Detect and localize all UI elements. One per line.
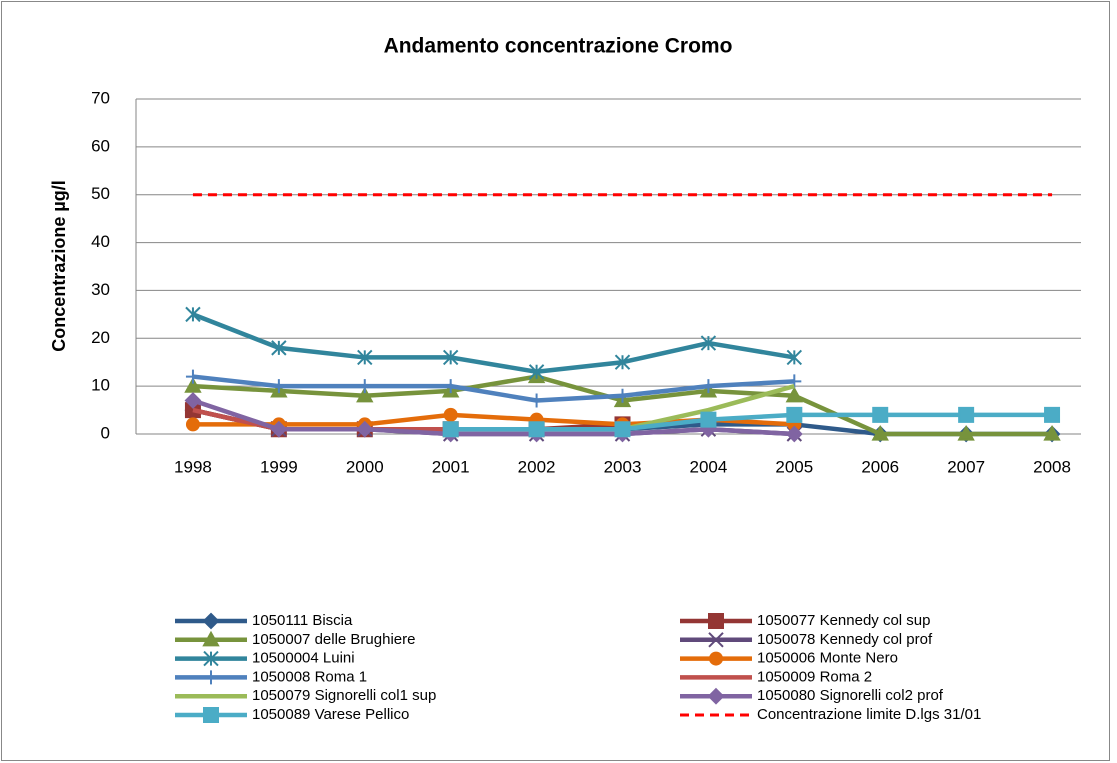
data-point [443,379,458,394]
data-point [442,421,459,438]
series-line [622,383,795,432]
legend-label: Concentrazione limite D.lgs 31/01 [757,706,981,723]
data-point [957,424,975,441]
legend-marker [203,707,219,723]
data-point [1043,424,1061,441]
x-tick-label: 2006 [861,457,899,476]
data-point [872,406,889,423]
data-point [271,340,287,356]
data-point [184,377,202,393]
legend-label: 1050077 Kennedy col sup [757,612,930,629]
data-point [442,349,459,366]
legend-label: 10500004 Luini [252,650,355,667]
legend-label: 1050078 Kennedy col prof [757,631,933,648]
data-point [700,411,717,428]
legend-label: 1050006 Monte Nero [757,650,898,667]
x-tick-label: 2004 [689,457,727,476]
legend-marker [709,651,723,666]
series-line [192,374,795,403]
legend-marker [708,613,724,629]
x-tick-label: 1999 [260,457,298,476]
data-point [528,364,545,380]
y-tick-label: 60 [91,136,110,155]
legend-label: 1050008 Roma 1 [252,668,367,685]
data-point [614,354,631,370]
series-line [192,398,795,437]
y-tick-label: 0 [101,423,110,442]
data-point [787,374,802,389]
x-tick-label: 2008 [1033,457,1071,476]
data-point [185,417,200,432]
data-point [529,393,544,408]
x-tick-label: 2005 [775,457,813,476]
data-point [785,425,803,443]
data-point [357,349,373,366]
data-point [615,388,630,403]
legend-marker [707,687,725,705]
y-tick-label: 50 [91,184,110,203]
data-point [700,335,717,351]
chart-title: Andamento concentrazione Cromo [384,35,733,58]
x-tick-label: 2002 [518,457,556,476]
data-point [528,421,545,438]
data-point [184,392,202,409]
y-tick-label: 10 [91,376,110,395]
legend-marker [202,612,220,630]
x-tick-label: 2003 [604,457,642,476]
data-point [357,379,372,394]
data-point [786,349,803,366]
legend-marker [204,670,218,685]
legend-label: 1050089 Varese Pellico [252,706,409,723]
data-point [356,420,374,438]
data-point [443,407,458,422]
data-point [271,379,286,394]
y-tick-label: 20 [91,328,110,347]
data-point [1044,406,1061,423]
data-point [614,421,631,438]
data-point [185,369,200,384]
data-point [701,379,716,394]
legend-label: 1050080 Signorelli col2 prof [757,687,944,704]
data-point [356,386,374,403]
legend-marker [203,650,219,667]
series-line [192,312,795,375]
data-point [786,406,803,423]
legend-label: 1050111 Biscia [252,612,353,629]
data-point [270,420,288,438]
data-point [958,406,975,423]
x-tick-label: 1998 [174,457,212,476]
x-tick-label: 2007 [947,457,985,476]
x-tick-label: 2001 [432,457,470,476]
data-point [785,386,804,403]
legend-label: 1050007 delle Brughiere [252,631,415,648]
legend-label: 1050079 Signorelli col1 sup [252,687,436,704]
data-point [185,306,201,323]
data-point [871,424,889,441]
legend-label: 1050009 Roma 2 [757,668,872,685]
x-tick-label: 2000 [346,457,384,476]
legend-marker [202,630,220,647]
legend-marker [708,632,724,648]
y-tick-label: 30 [91,280,110,299]
y-tick-label: 40 [91,232,110,251]
y-tick-label: 70 [91,88,110,107]
series-line [450,412,1053,432]
y-axis-label: Concentrazione µg/l [49,180,69,351]
